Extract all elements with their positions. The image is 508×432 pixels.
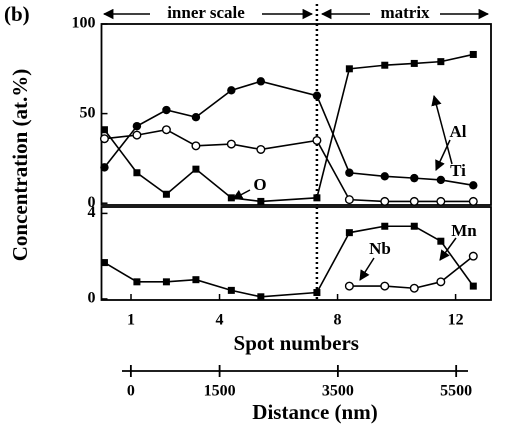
- panel-label: (b): [4, 2, 30, 26]
- y-tick-label: 100: [72, 15, 96, 32]
- data-point: [312, 91, 322, 100]
- data-point: [313, 289, 321, 297]
- data-point: [469, 50, 477, 58]
- pointer-arrow: [435, 139, 451, 171]
- data-point: [133, 169, 141, 177]
- data-point: [192, 276, 200, 284]
- pointer-arrow: [232, 189, 251, 200]
- pointer-arrow: [359, 257, 375, 281]
- data-point: [162, 190, 170, 198]
- data-point: [469, 282, 477, 290]
- region-label: matrix: [380, 3, 430, 22]
- series-label: Nb: [369, 239, 391, 258]
- x-tick-label: 0: [127, 383, 135, 400]
- data-point: [468, 196, 478, 206]
- label-bg: [150, 4, 262, 24]
- pointer-arrow: [431, 94, 453, 165]
- data-point: [437, 237, 445, 245]
- y-tick-label: 50: [80, 104, 96, 121]
- series-label: Al: [450, 122, 467, 141]
- data-point: [409, 196, 419, 206]
- x-tick-label: 1500: [204, 383, 236, 400]
- data-point: [227, 286, 235, 294]
- data-point: [192, 165, 200, 173]
- data-point: [133, 278, 141, 286]
- y-tick-label: 4: [88, 204, 96, 221]
- data-point: [100, 126, 108, 134]
- data-point: [380, 196, 390, 206]
- y-axis-title: Concentration (at.%): [8, 69, 32, 261]
- x-axis-title: Spot numbers: [234, 331, 359, 355]
- x-tick-label: 4: [216, 312, 224, 329]
- x-tick-label: 12: [448, 312, 464, 329]
- series-line: [103, 53, 474, 203]
- series-label: O: [253, 175, 266, 194]
- data-point: [410, 59, 418, 67]
- data-point: [436, 175, 446, 185]
- data-point: [257, 293, 265, 301]
- data-point: [257, 197, 265, 205]
- data-point: [469, 181, 478, 190]
- data-point: [381, 61, 389, 69]
- series-label: Mn: [451, 221, 477, 240]
- data-point: [436, 277, 446, 287]
- data-point: [132, 130, 142, 140]
- y-tick-label: 0: [88, 194, 96, 211]
- plot-frame: [100, 23, 492, 206]
- series-label: Ti: [450, 161, 466, 180]
- data-point: [345, 229, 353, 237]
- data-point: [162, 278, 170, 286]
- x-tick-label: 1: [127, 312, 135, 329]
- data-point: [380, 172, 389, 181]
- x-tick-label: 8: [334, 312, 342, 329]
- data-point: [226, 139, 236, 149]
- data-point: [191, 112, 201, 122]
- x-axis-title: Distance (nm): [252, 400, 377, 424]
- data-point: [132, 121, 142, 131]
- pointer-arrow: [439, 237, 457, 261]
- series-line: [104, 128, 474, 203]
- data-point: [227, 86, 236, 95]
- series-line: [104, 225, 474, 298]
- x-tick-label: 5500: [440, 383, 472, 400]
- data-point: [312, 135, 322, 145]
- data-point: [410, 173, 419, 183]
- data-point: [161, 125, 171, 135]
- data-point: [344, 281, 354, 291]
- data-point: [468, 251, 478, 261]
- data-point: [100, 163, 109, 172]
- x-tick-label: 3500: [322, 383, 354, 400]
- data-point: [162, 105, 171, 115]
- data-point: [436, 196, 446, 206]
- data-point: [256, 144, 266, 154]
- series-line: [103, 80, 474, 187]
- plot-frame: [100, 206, 492, 301]
- data-point: [344, 195, 354, 205]
- data-point: [227, 194, 235, 202]
- region-label: inner scale: [167, 3, 245, 22]
- data-point: [437, 58, 445, 66]
- data-point: [380, 281, 390, 291]
- data-point: [99, 134, 109, 144]
- data-point: [410, 222, 418, 230]
- data-point: [100, 259, 108, 267]
- label-bg: [370, 4, 440, 24]
- data-point: [191, 141, 201, 151]
- data-point: [345, 168, 354, 177]
- data-point: [256, 77, 266, 86]
- data-point: [313, 194, 321, 202]
- data-point: [345, 65, 353, 73]
- y-tick-label: 0: [88, 290, 96, 307]
- data-point: [381, 222, 389, 230]
- data-point: [409, 283, 419, 293]
